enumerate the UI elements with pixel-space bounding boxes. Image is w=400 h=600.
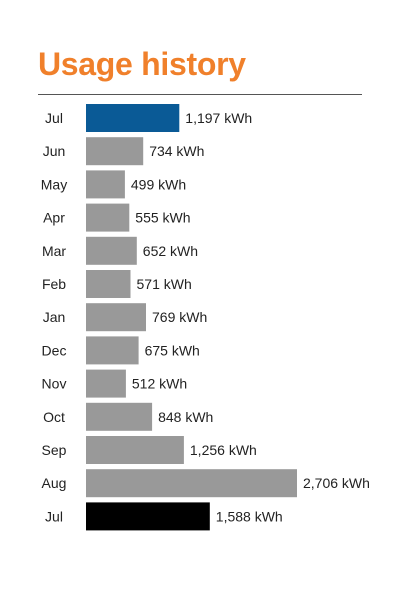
bar-9 — [86, 402, 153, 431]
category-label-1: Jun — [43, 143, 66, 159]
value-label-0: 1,197 kWh — [185, 110, 252, 126]
bar-2 — [86, 170, 125, 199]
category-label-5: Feb — [42, 276, 66, 292]
value-label-1: 734 kWh — [149, 143, 204, 159]
chart-title: Usage history — [38, 46, 246, 82]
value-label-10: 1,256 kWh — [190, 442, 257, 458]
value-label-2: 499 kWh — [131, 176, 186, 192]
bar-1 — [86, 137, 144, 166]
value-label-6: 769 kWh — [152, 309, 207, 325]
category-label-7: Dec — [42, 342, 67, 358]
bar-11 — [86, 469, 297, 498]
bar-6 — [86, 303, 146, 332]
category-label-8: Nov — [42, 376, 67, 392]
title-divider — [38, 94, 362, 95]
bar-0 — [86, 104, 180, 132]
bar-12 — [86, 502, 210, 531]
value-label-12: 1,588 kWh — [216, 508, 283, 524]
bar-7 — [86, 336, 139, 365]
value-label-3: 555 kWh — [135, 210, 190, 226]
category-label-6: Jan — [43, 309, 66, 325]
bar-3 — [86, 203, 130, 232]
value-label-5: 571 kWh — [137, 276, 192, 292]
bar-8 — [86, 369, 126, 398]
category-label-2: May — [41, 176, 67, 192]
bar-4 — [86, 236, 137, 265]
value-label-9: 848 kWh — [158, 409, 213, 425]
category-label-9: Oct — [43, 409, 65, 425]
bar-10 — [86, 436, 184, 464]
category-label-3: Apr — [43, 210, 65, 226]
bar-5 — [86, 270, 131, 298]
category-label-11: Aug — [42, 475, 67, 491]
category-label-10: Sep — [42, 442, 67, 458]
value-label-8: 512 kWh — [132, 376, 187, 392]
category-label-4: Mar — [42, 243, 66, 259]
value-label-11: 2,706 kWh — [303, 475, 370, 491]
category-label-0: Jul — [45, 110, 63, 126]
value-label-7: 675 kWh — [145, 342, 200, 358]
value-label-4: 652 kWh — [143, 243, 198, 259]
category-label-12: Jul — [45, 508, 63, 524]
